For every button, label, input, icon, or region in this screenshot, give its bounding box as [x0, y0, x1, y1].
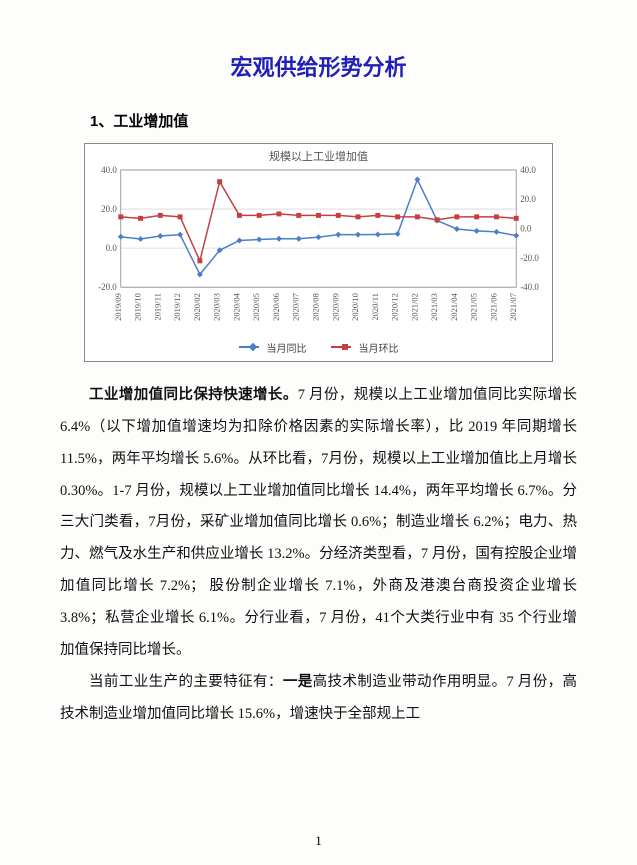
- paragraph: 工业增加值同比保持快速增长。7 月份，规模以上工业增加值同比实际增长 6.4%（…: [60, 380, 577, 667]
- bold-text-run: 工业增加值同比保持快速增长。: [89, 387, 298, 403]
- svg-text:2020/07: 2020/07: [291, 293, 301, 321]
- svg-text:20.0: 20.0: [520, 194, 536, 204]
- svg-text:2020/09: 2020/09: [330, 293, 340, 321]
- page-number: 1: [0, 833, 637, 849]
- bold-text-run: 一是: [283, 674, 313, 690]
- chart-container: 规模以上工业增加值 -20.0 0.0 20.0 40.0 -40.0 -20.0 0.0 2…: [84, 143, 553, 362]
- svg-text:2021/04: 2021/04: [449, 292, 459, 320]
- svg-text:0.0: 0.0: [520, 224, 532, 234]
- line-chart: -20.0 0.0 20.0 40.0 -40.0 -20.0 0.0 20.0 40.0 201…: [85, 164, 552, 333]
- page-title: 宏观供给形势分析: [60, 50, 577, 82]
- svg-text:2020/02: 2020/02: [192, 293, 202, 321]
- paragraph: 当前工业生产的主要特征有：一是高技术制造业带动作用明显。7 月份，高技术制造业增…: [60, 667, 577, 731]
- svg-text:2020/10: 2020/10: [350, 293, 360, 321]
- legend-label: 当月同比: [267, 340, 307, 355]
- svg-text:2020/08: 2020/08: [310, 293, 320, 321]
- svg-text:2019/09: 2019/09: [113, 293, 123, 321]
- svg-text:2020/04: 2020/04: [231, 292, 241, 320]
- svg-text:2021/03: 2021/03: [429, 293, 439, 321]
- text-run: 7 月份，规模以上工业增加值同比实际增长 6.4%（以下增加值增速均为扣除价格因…: [60, 387, 577, 658]
- svg-text:2020/11: 2020/11: [370, 293, 380, 320]
- svg-text:2019/11: 2019/11: [152, 293, 162, 320]
- svg-text:2020/12: 2020/12: [390, 293, 400, 321]
- body-text: 工业增加值同比保持快速增长。7 月份，规模以上工业增加值同比实际增长 6.4%（…: [60, 380, 577, 731]
- svg-text:-40.0: -40.0: [520, 282, 539, 292]
- legend-item: 当月同比: [239, 340, 307, 355]
- legend-label: 当月环比: [359, 340, 399, 355]
- chart-title: 规模以上工业增加值: [85, 144, 552, 164]
- svg-text:2021/07: 2021/07: [508, 293, 518, 321]
- svg-text:2020/05: 2020/05: [251, 293, 261, 321]
- svg-text:40.0: 40.0: [520, 165, 536, 175]
- svg-text:2020/03: 2020/03: [212, 293, 222, 321]
- svg-text:40.0: 40.0: [101, 165, 117, 175]
- svg-text:20.0: 20.0: [101, 204, 117, 214]
- svg-text:-20.0: -20.0: [98, 282, 117, 292]
- svg-text:2019/10: 2019/10: [133, 293, 143, 321]
- text-run: 当前工业生产的主要特征有：: [89, 674, 283, 690]
- svg-text:2021/06: 2021/06: [488, 293, 498, 321]
- svg-text:2021/05: 2021/05: [469, 293, 479, 321]
- svg-text:2021/02: 2021/02: [409, 293, 419, 321]
- svg-text:-20.0: -20.0: [520, 253, 539, 263]
- chart-legend: 当月同比 当月环比: [85, 338, 552, 361]
- legend-item: 当月环比: [331, 340, 399, 355]
- svg-text:2020/06: 2020/06: [271, 293, 281, 321]
- svg-text:2019/12: 2019/12: [172, 293, 182, 321]
- document-page: 宏观供给形势分析 1、工业增加值 规模以上工业增加值 -20.0 0.0 20.0 4…: [0, 0, 637, 865]
- svg-text:0.0: 0.0: [106, 243, 118, 253]
- section-heading: 1、工业增加值: [90, 110, 577, 131]
